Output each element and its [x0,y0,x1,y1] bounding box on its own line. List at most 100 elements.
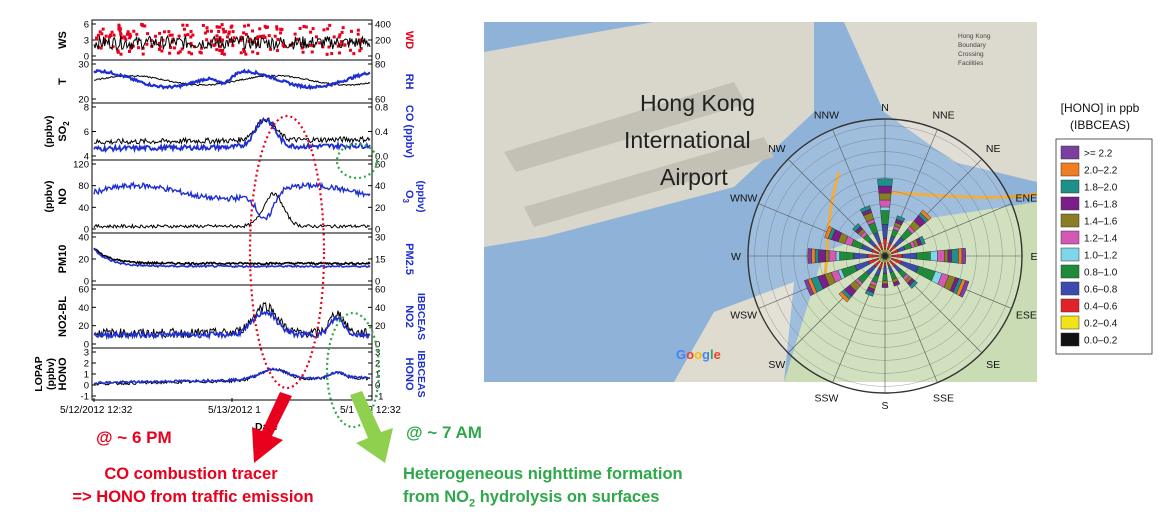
legend-swatch [1060,179,1080,194]
wd-point [304,25,308,29]
wd-point [126,30,130,34]
wd-point [337,35,341,39]
wd-point [177,34,181,38]
rose-direction-label: SSW [814,392,838,404]
wd-point [128,36,132,40]
wd-point [112,33,116,37]
wd-point [309,30,313,34]
rose-segment-W [839,251,854,261]
wd-point [281,44,285,48]
google-letter: e [714,347,721,362]
wd-point [189,41,193,45]
wd-point [308,43,312,47]
left-axis-label: PM10 [57,245,69,274]
right-tick-label: 60 [375,160,386,171]
wd-point [183,33,187,37]
left-tick-label: 0 [84,277,89,288]
wd-point [182,27,186,31]
rose-segment-NE [920,209,932,221]
left-tick-label: 0 [84,52,89,63]
wd-point [201,23,205,27]
wd-point [222,52,226,56]
runway-north [504,82,746,172]
wd-point [293,32,297,36]
wd-point [338,51,342,55]
wd-point [104,34,108,38]
right-tick-label: 40 [375,303,386,314]
rose-segment-ENE [918,235,926,246]
pm25-line [93,248,371,269]
rose-segment-E [951,248,959,264]
wd-point [143,24,147,28]
annotation-overlay [248,114,393,463]
right-tick-label: 60 [375,285,386,296]
rose-segment-W [818,249,826,263]
right-tick-label: 1 [375,370,380,381]
wd-point [157,47,161,51]
wd-point [314,35,318,39]
wd-point [302,25,306,29]
legend-label: 1.2–1.4 [1084,234,1118,245]
wd-point [239,38,243,42]
wd-point [227,32,231,36]
rose-segment-NNW [859,205,871,213]
pm-time-label: @ ~ 6 PM [96,428,172,447]
left-tick-label: 4 [84,152,89,163]
rose-segment-SSE [892,280,901,287]
green-explanation-line2: from NO2 hydrolysis on surfaces [403,488,659,509]
wd-point [275,27,279,31]
wd-point [100,32,104,36]
wd-point [242,50,246,54]
wd-point [244,32,248,36]
wd-point [357,38,361,42]
wd-point [229,39,233,43]
co-line [93,117,371,154]
legend-label: 0.8–1.0 [1084,268,1118,279]
ws-line [93,34,371,52]
wd-point [322,28,326,32]
wd-point [336,44,340,48]
legend-label: >= 2.2 [1084,149,1113,160]
wd-point [239,51,243,55]
wd-point [299,42,303,46]
rose-direction-label: W [731,251,741,263]
rose-direction-label: SE [986,359,1000,371]
google-letter: g [702,347,710,362]
legend-subtitle: (IBBCEAS) [1070,118,1130,132]
wd-point [259,34,263,38]
map-corner-text: Hong Kong [958,33,991,40]
rose-direction-label: NW [768,143,786,155]
legend-label: 0.6–0.8 [1084,285,1118,296]
wd-point [95,36,99,40]
left-tick-label: 6 [84,20,89,31]
red-explanation-line1: CO combustion tracer [104,465,278,483]
wd-point [128,32,132,36]
wd-point [217,29,221,33]
rose-segment-SE [909,280,918,289]
rose-segment-N [877,178,893,187]
wd-point [242,31,246,35]
left-axis-unit: (ppbv) [43,180,55,212]
wd-point [205,26,209,30]
right-axis-unit: IBBCEAS [415,350,427,397]
wd-point [281,42,285,46]
wd-point [327,45,331,49]
rose-segment-NNE [895,215,906,223]
wd-point [158,31,162,35]
rose-segment-S [883,262,887,267]
wd-point [330,52,334,56]
green-line2-pre: from NO [403,488,469,506]
wd-point [215,34,219,38]
so2-co-series [93,116,371,154]
rose-direction-label: WSW [730,310,757,322]
wd-point [125,32,129,36]
rose-segment-S [882,280,888,285]
wd-point [117,27,121,31]
wd-point [191,33,195,37]
wd-point [117,25,121,29]
rose-segment-W [807,248,812,264]
panel-2: 30 20 80 60 T RH [57,59,415,106]
right-tick-label: 20 [375,203,386,214]
wd-point [158,45,162,49]
